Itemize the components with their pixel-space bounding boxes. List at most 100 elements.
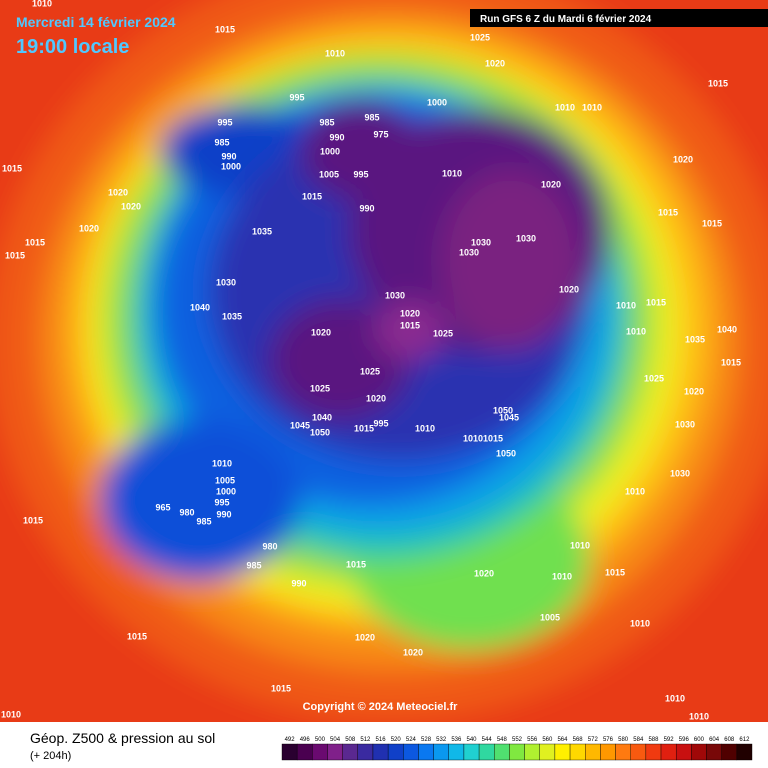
legend-label: 596 — [679, 737, 690, 743]
pressure-label: 1020 — [684, 386, 704, 396]
pressure-label: 1015 — [702, 218, 722, 228]
pressure-label: 1030 — [675, 419, 695, 429]
legend-swatch — [691, 743, 707, 761]
pressure-label: 1020 — [485, 58, 505, 68]
legend-label: 600 — [694, 737, 705, 743]
pressure-label: 1015 — [354, 423, 374, 433]
legend-swatch — [721, 743, 738, 761]
legend-label: 568 — [573, 737, 584, 743]
legend-swatch — [327, 743, 343, 761]
pressure-label: 1015 — [708, 78, 728, 88]
pressure-label: 985 — [364, 112, 379, 122]
pressure-label: 1015 — [2, 163, 22, 173]
pressure-label: 1025 — [470, 32, 490, 42]
pressure-label: 995 — [373, 418, 388, 428]
pressure-label: 1020 — [673, 154, 693, 164]
pressure-label: 1030 — [670, 468, 690, 478]
legend-swatch — [433, 743, 449, 761]
pressure-label: 985 — [196, 516, 211, 526]
pressure-label: 1050 — [310, 427, 330, 437]
pressure-label: 1000 — [216, 486, 236, 496]
pressure-label: 1005 — [319, 169, 339, 179]
pressure-label: 1010 — [555, 102, 575, 112]
legend-label: 536 — [451, 737, 462, 743]
pressure-label: 1015 — [658, 207, 678, 217]
legend-label: 608 — [724, 737, 735, 743]
legend-label: 504 — [330, 737, 341, 743]
pressure-label: 1000 — [221, 161, 241, 171]
pressure-label: 1020 — [403, 647, 423, 657]
pressure-label: 1015 — [23, 515, 43, 525]
legend-swatch — [357, 743, 374, 761]
pressure-label: 1030 — [471, 237, 491, 247]
legend-swatch — [372, 743, 389, 761]
legend-swatch — [585, 743, 601, 761]
legend-label: 592 — [664, 737, 675, 743]
pressure-label: 975 — [373, 129, 388, 139]
pressure-label: 1020 — [366, 393, 386, 403]
color-legend: 492 496 500 504 508 512 516 520 524 528 532 536 540 5… — [281, 737, 753, 761]
legend-label: 548 — [497, 737, 508, 743]
pressure-label: 1010 — [630, 618, 650, 628]
pressure-label: 1045 — [499, 412, 519, 422]
pressure-label: 1000 — [320, 146, 340, 156]
legend-swatch — [342, 743, 359, 761]
footer-title: Géop. Z500 & pression au sol — [30, 730, 215, 746]
pressure-label: 1005 — [540, 612, 560, 622]
legend-swatch — [281, 743, 298, 761]
legend-label: 524 — [406, 737, 417, 743]
pressure-label: 995 — [289, 92, 304, 102]
pressure-label: 1015 — [605, 567, 625, 577]
legend-swatch — [418, 743, 434, 761]
pressure-label: 1030 — [385, 290, 405, 300]
legend-swatch — [403, 743, 419, 761]
legend-label: 512 — [360, 737, 371, 743]
pressure-label: 1010 — [463, 433, 483, 443]
legend-label: 540 — [467, 737, 478, 743]
legend-label: 612 — [739, 737, 750, 743]
legend-swatch — [448, 743, 465, 761]
pressure-label: 985 — [214, 137, 229, 147]
pressure-label: 1010 — [32, 0, 52, 8]
legend-swatch — [675, 743, 692, 761]
legend-label: 492 — [285, 737, 296, 743]
legend-label: 556 — [527, 737, 538, 743]
legend-swatch — [524, 743, 540, 761]
legend-swatch — [630, 743, 647, 761]
legend-label: 500 — [315, 737, 326, 743]
pressure-label: 1025 — [644, 373, 664, 383]
pressure-label: 1015 — [215, 24, 235, 34]
pressure-label: 1030 — [459, 247, 479, 257]
pressure-label: 1020 — [474, 568, 494, 578]
legend-swatch — [660, 743, 677, 761]
pressure-label: 1020 — [79, 223, 99, 233]
legend-label: 604 — [709, 737, 720, 743]
pressure-label: 1020 — [355, 632, 375, 642]
pressure-label: 1010 — [625, 486, 645, 496]
legend-label: 580 — [618, 737, 629, 743]
pressure-label: 980 — [179, 507, 194, 517]
legend-label: 588 — [648, 737, 659, 743]
legend-swatch — [569, 743, 586, 761]
legend-label: 496 — [300, 737, 311, 743]
pressure-label: 1025 — [433, 328, 453, 338]
legend-swatch — [645, 743, 662, 761]
pressure-label: 1020 — [311, 327, 331, 337]
pressure-label: 990 — [329, 132, 344, 142]
pressure-label: 1010 — [1, 709, 21, 719]
legend-swatch — [494, 743, 510, 761]
pressure-label: 1010 — [552, 571, 572, 581]
pressure-label: 1010 — [415, 423, 435, 433]
pressure-label: 1010 — [325, 48, 345, 58]
legend-swatch — [387, 743, 404, 761]
pressure-label: 995 — [217, 117, 232, 127]
pressure-label: 1010 — [689, 711, 709, 721]
run-banner — [470, 9, 768, 27]
pressure-label: 1020 — [108, 187, 128, 197]
pressure-label: 1040 — [312, 412, 332, 422]
pressure-label: 1010 — [442, 168, 462, 178]
pressure-label: 1020 — [559, 284, 579, 294]
legend-swatch — [706, 743, 722, 761]
pressure-label: 1010 — [626, 326, 646, 336]
